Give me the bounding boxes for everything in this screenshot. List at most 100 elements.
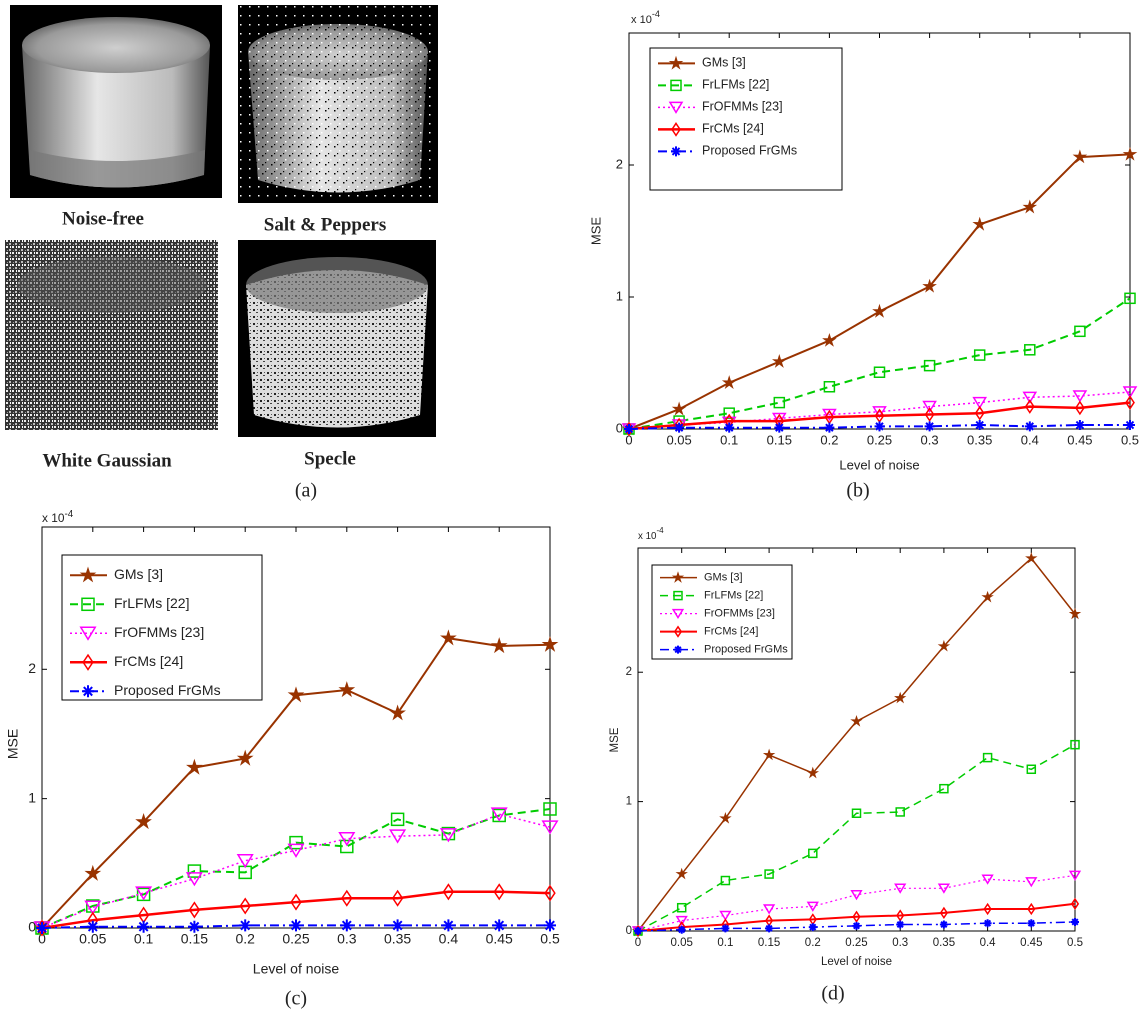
y-tick-label: 1: [616, 288, 623, 303]
marker: [1022, 199, 1038, 214]
image-label: Salt & Peppers: [264, 214, 386, 235]
marker: [721, 375, 737, 390]
y-tick-label: 0: [28, 919, 36, 935]
y-tick-label: 2: [616, 156, 623, 171]
marker: [290, 893, 302, 911]
x-tick-label: 0.05: [671, 937, 693, 949]
marker: [239, 919, 252, 932]
marker: [541, 820, 559, 835]
x-tick-label: 0.15: [767, 432, 792, 447]
caption: (b): [846, 480, 869, 502]
marker: [1122, 386, 1138, 399]
marker: [671, 122, 681, 137]
x-tick-label: 0.05: [666, 432, 691, 447]
marker: [1125, 395, 1135, 410]
marker: [671, 146, 681, 157]
marker: [852, 910, 861, 923]
multiplier-base: x 10: [42, 511, 65, 525]
marker: [806, 766, 820, 779]
marker: [341, 889, 353, 907]
marker: [1122, 146, 1138, 161]
x-axis-label: Level of noise: [839, 457, 919, 472]
marker: [236, 853, 254, 869]
marker: [972, 396, 988, 410]
x-tick-label: 0.5: [1121, 432, 1139, 447]
marker: [1022, 391, 1038, 404]
multiplier-base: x 10: [638, 531, 657, 542]
series-line: [628, 401, 1131, 431]
x-tick-label: 0: [38, 931, 46, 947]
multiplier-exp: -4: [652, 9, 660, 19]
marker: [1024, 399, 1035, 414]
marker: [895, 807, 905, 817]
x-tick-label: 0.1: [720, 432, 738, 447]
marker: [1074, 325, 1086, 338]
x-tick-label: 0.45: [1020, 937, 1042, 949]
marker: [939, 783, 949, 794]
marker: [822, 332, 837, 347]
marker: [1070, 897, 1080, 910]
marker: [439, 828, 457, 843]
marker: [1071, 917, 1079, 926]
legend-label: FrOFMMs [23]: [114, 624, 204, 640]
series-line: [41, 813, 551, 929]
marker: [894, 883, 907, 894]
marker: [894, 691, 907, 704]
series-line: [637, 902, 1076, 932]
marker: [493, 883, 505, 901]
series-line: [41, 890, 551, 930]
x-tick-label: 0.3: [921, 432, 939, 447]
series-line: [637, 921, 1076, 932]
multiplier: x 10-4: [631, 9, 660, 26]
marker: [440, 629, 457, 646]
marker: [634, 927, 642, 935]
marker: [772, 354, 787, 368]
chart: 0 0.05 0.1 0.15 0.2 0.25 0.3 0.35 0.4 0.45 0.5 0 1 2 L…: [5, 509, 560, 1010]
x-tick-label: 0.5: [1067, 937, 1083, 949]
marker: [924, 421, 935, 432]
marker: [340, 839, 354, 854]
marker: [923, 359, 936, 372]
series-line: [628, 297, 1131, 430]
marker: [187, 864, 202, 878]
marker: [983, 902, 992, 916]
marker: [673, 590, 683, 601]
legend-label: Proposed FrGMs: [114, 682, 221, 698]
marker: [773, 396, 786, 409]
marker: [79, 626, 97, 641]
marker: [188, 920, 201, 933]
marker: [824, 422, 835, 433]
x-tick-label: 0.4: [1021, 432, 1039, 447]
marker: [541, 635, 559, 652]
legend-label: Proposed FrGMs: [702, 144, 797, 158]
image-white-gaussian: [5, 240, 218, 430]
image-label: White Gaussian: [42, 450, 172, 471]
marker: [983, 919, 992, 928]
marker: [82, 685, 94, 698]
y-tick-label: 1: [28, 789, 36, 805]
marker: [724, 422, 735, 433]
marker: [135, 886, 153, 901]
legend-label: GMs [3]: [702, 56, 746, 70]
marker: [137, 920, 150, 933]
marker: [762, 748, 776, 761]
marker: [719, 910, 732, 921]
marker: [1068, 870, 1082, 881]
x-tick-label: 0.25: [867, 432, 892, 447]
marker: [391, 889, 404, 907]
y-axis-label: MSE: [588, 217, 603, 246]
legend-label: FrCMs [24]: [704, 626, 758, 638]
marker: [939, 920, 948, 929]
marker: [442, 919, 455, 932]
marker: [338, 681, 356, 698]
marker: [721, 924, 730, 933]
marker: [544, 919, 556, 932]
marker: [543, 802, 557, 816]
marker: [389, 704, 406, 721]
x-tick-label: 0.05: [79, 931, 106, 947]
image-noise-free: [10, 5, 222, 198]
x-tick-label: 0.15: [181, 931, 208, 947]
x-tick-label: 0.35: [933, 937, 955, 949]
marker: [1072, 390, 1088, 403]
legend-label: FrLFMs [22]: [704, 590, 763, 602]
